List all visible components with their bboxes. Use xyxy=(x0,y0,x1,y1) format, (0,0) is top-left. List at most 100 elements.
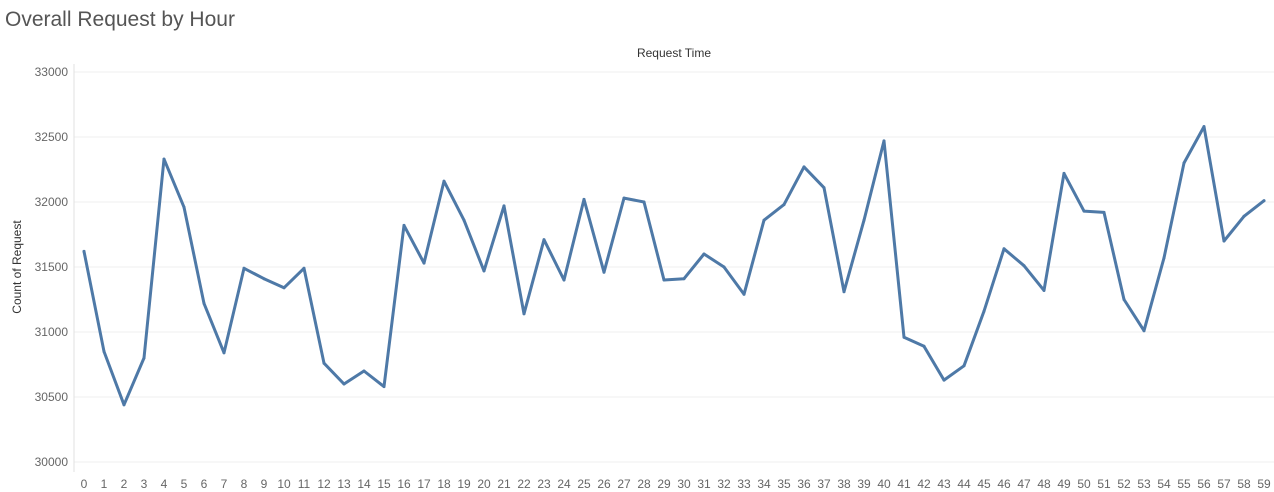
y-tick-label: 32000 xyxy=(35,195,69,209)
data-point[interactable] xyxy=(1162,256,1166,260)
data-point[interactable] xyxy=(762,218,766,222)
x-tick-label: 57 xyxy=(1217,477,1231,491)
x-tick-label: 10 xyxy=(277,477,291,491)
data-points xyxy=(82,125,1266,407)
data-point[interactable] xyxy=(422,261,426,265)
data-point[interactable] xyxy=(322,361,326,365)
data-point[interactable] xyxy=(802,165,806,169)
data-point[interactable] xyxy=(562,278,566,282)
data-point[interactable] xyxy=(942,378,946,382)
data-point[interactable] xyxy=(522,312,526,316)
data-point[interactable] xyxy=(622,196,626,200)
x-tick-label: 7 xyxy=(221,477,228,491)
data-point[interactable] xyxy=(222,351,226,355)
data-point[interactable] xyxy=(702,252,706,256)
x-tick-label: 13 xyxy=(337,477,351,491)
x-tick-label: 40 xyxy=(877,477,891,491)
x-tick-label: 32 xyxy=(717,477,731,491)
data-point[interactable] xyxy=(302,266,306,270)
y-tick-label: 32500 xyxy=(35,130,69,144)
x-tick-label: 4 xyxy=(161,477,168,491)
data-point[interactable] xyxy=(102,350,106,353)
data-point[interactable] xyxy=(1082,209,1086,213)
x-tick-label: 21 xyxy=(497,477,511,491)
y-tick-label: 30000 xyxy=(35,455,69,469)
data-point[interactable] xyxy=(982,309,986,313)
x-tick-label: 36 xyxy=(797,477,811,491)
data-point[interactable] xyxy=(1022,264,1026,268)
data-point[interactable] xyxy=(1142,329,1146,333)
data-point[interactable] xyxy=(382,385,386,389)
data-point[interactable] xyxy=(482,269,486,273)
x-tick-label: 37 xyxy=(817,477,831,491)
x-tick-label: 23 xyxy=(537,477,551,491)
data-point[interactable] xyxy=(282,286,286,290)
x-tick-label: 29 xyxy=(657,477,671,491)
data-point[interactable] xyxy=(602,270,606,274)
x-tick-label: 27 xyxy=(617,477,631,491)
data-point[interactable] xyxy=(642,200,646,204)
data-point[interactable] xyxy=(922,344,926,348)
data-point[interactable] xyxy=(1042,288,1046,292)
data-point[interactable] xyxy=(82,249,86,253)
data-point[interactable] xyxy=(162,157,166,161)
x-tick-label: 55 xyxy=(1177,477,1191,491)
data-point[interactable] xyxy=(242,266,246,270)
column-header: Request Time xyxy=(636,46,712,60)
data-point[interactable] xyxy=(342,382,346,386)
x-tick-label: 59 xyxy=(1257,477,1271,491)
data-point[interactable] xyxy=(722,265,726,269)
data-point[interactable] xyxy=(862,218,866,222)
data-point[interactable] xyxy=(882,139,886,143)
data-point[interactable] xyxy=(1222,239,1226,243)
x-tick-label: 12 xyxy=(317,477,331,491)
x-tick-label: 47 xyxy=(1017,477,1031,491)
x-tick-label: 14 xyxy=(357,477,371,491)
x-tick-label: 38 xyxy=(837,477,851,491)
x-tick-label: 20 xyxy=(477,477,491,491)
data-point[interactable] xyxy=(362,369,366,373)
data-point[interactable] xyxy=(842,290,846,294)
x-tick-label: 53 xyxy=(1137,477,1151,491)
data-point[interactable] xyxy=(122,403,126,407)
data-point[interactable] xyxy=(1262,199,1266,203)
data-point[interactable] xyxy=(462,218,466,222)
data-point[interactable] xyxy=(962,364,966,368)
x-tick-label: 48 xyxy=(1037,477,1051,491)
data-point[interactable] xyxy=(182,205,186,209)
data-point[interactable] xyxy=(402,223,406,227)
data-point[interactable] xyxy=(582,197,586,201)
data-point[interactable] xyxy=(542,238,546,242)
data-point[interactable] xyxy=(1002,247,1006,251)
data-point[interactable] xyxy=(1182,161,1186,165)
data-point[interactable] xyxy=(502,204,506,208)
x-tick-label: 9 xyxy=(261,477,268,491)
data-point[interactable] xyxy=(1122,298,1126,301)
x-tick-label: 45 xyxy=(977,477,991,491)
x-tick-label: 16 xyxy=(397,477,411,491)
x-tick-label: 35 xyxy=(777,477,791,491)
data-point[interactable] xyxy=(1242,214,1246,218)
data-point[interactable] xyxy=(1062,171,1066,175)
y-tick-label: 31000 xyxy=(35,325,69,339)
x-tick-label: 18 xyxy=(437,477,451,491)
data-point[interactable] xyxy=(1102,210,1106,214)
x-tick-label: 50 xyxy=(1077,477,1091,491)
data-point[interactable] xyxy=(682,277,686,281)
y-tick-label: 33000 xyxy=(35,65,69,79)
x-tick-label: 1 xyxy=(101,477,108,491)
data-point[interactable] xyxy=(822,186,826,190)
gridlines xyxy=(74,71,1274,463)
data-point[interactable] xyxy=(1202,125,1206,129)
data-point[interactable] xyxy=(662,278,666,282)
data-point[interactable] xyxy=(442,179,446,183)
data-point[interactable] xyxy=(262,277,266,281)
x-tick-label: 5 xyxy=(181,477,188,491)
data-point[interactable] xyxy=(742,292,746,296)
data-point[interactable] xyxy=(902,335,906,339)
data-point[interactable] xyxy=(202,301,206,305)
data-point[interactable] xyxy=(782,203,786,207)
x-tick-label: 31 xyxy=(697,477,711,491)
data-point[interactable] xyxy=(142,356,146,360)
